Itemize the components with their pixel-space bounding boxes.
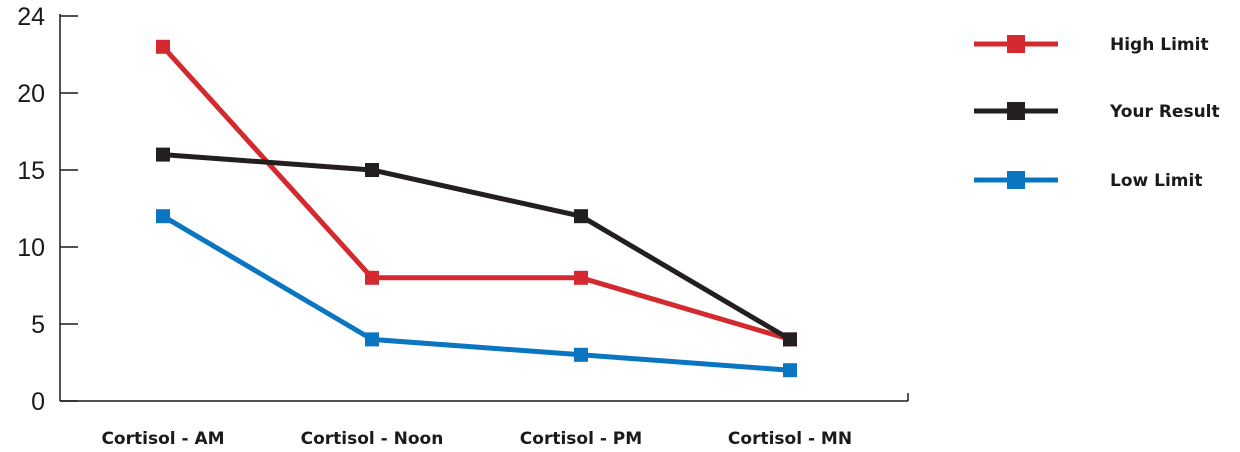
x-category-label: Cortisol - MN (728, 429, 852, 449)
data-point-marker (156, 39, 170, 54)
x-category-label: Cortisol - Noon (301, 429, 444, 449)
data-point-marker (574, 209, 588, 224)
data-point-marker (365, 163, 379, 177)
series-line (162, 152, 792, 342)
legend-label: Your Result (1109, 102, 1220, 122)
x-axis-category-labels: Cortisol - AM Cortisol - Noon Cortisol - P… (101, 429, 852, 449)
legend-item: Your Result (974, 102, 1220, 122)
series-line (161, 214, 791, 373)
series-lines (161, 45, 792, 373)
y-tick-label: 0 (31, 388, 45, 416)
data-point-marker (365, 332, 379, 347)
legend-marker (1007, 35, 1025, 53)
y-tick-label: 15 (17, 157, 45, 185)
legend-item: High Limit (974, 35, 1209, 55)
y-tick-label: 10 (17, 234, 45, 262)
x-category-label: Cortisol - PM (520, 429, 642, 449)
y-tick-label: 20 (17, 80, 45, 108)
legend-label: High Limit (1110, 35, 1209, 55)
x-category-label: Cortisol - AM (101, 429, 224, 449)
data-point-marker (156, 209, 170, 224)
y-tick-label: 5 (31, 311, 45, 339)
y-tick-label: 24 (17, 3, 45, 31)
legend-item: Low Limit (974, 171, 1202, 191)
data-point-marker (574, 270, 588, 285)
legend: High Limit Your Result Low Limit (974, 35, 1220, 191)
chart-axes (59, 14, 909, 402)
data-point-marker (365, 270, 379, 285)
series-markers (156, 39, 797, 378)
legend-marker (1007, 171, 1025, 189)
legend-label: Low Limit (1110, 171, 1202, 191)
data-point-marker (783, 363, 797, 378)
y-axis-ticks: 0 5 10 15 20 24 (17, 3, 78, 416)
data-point-marker (156, 147, 170, 162)
data-point-marker (783, 332, 797, 347)
data-point-marker (574, 347, 588, 362)
legend-marker (1007, 102, 1025, 120)
